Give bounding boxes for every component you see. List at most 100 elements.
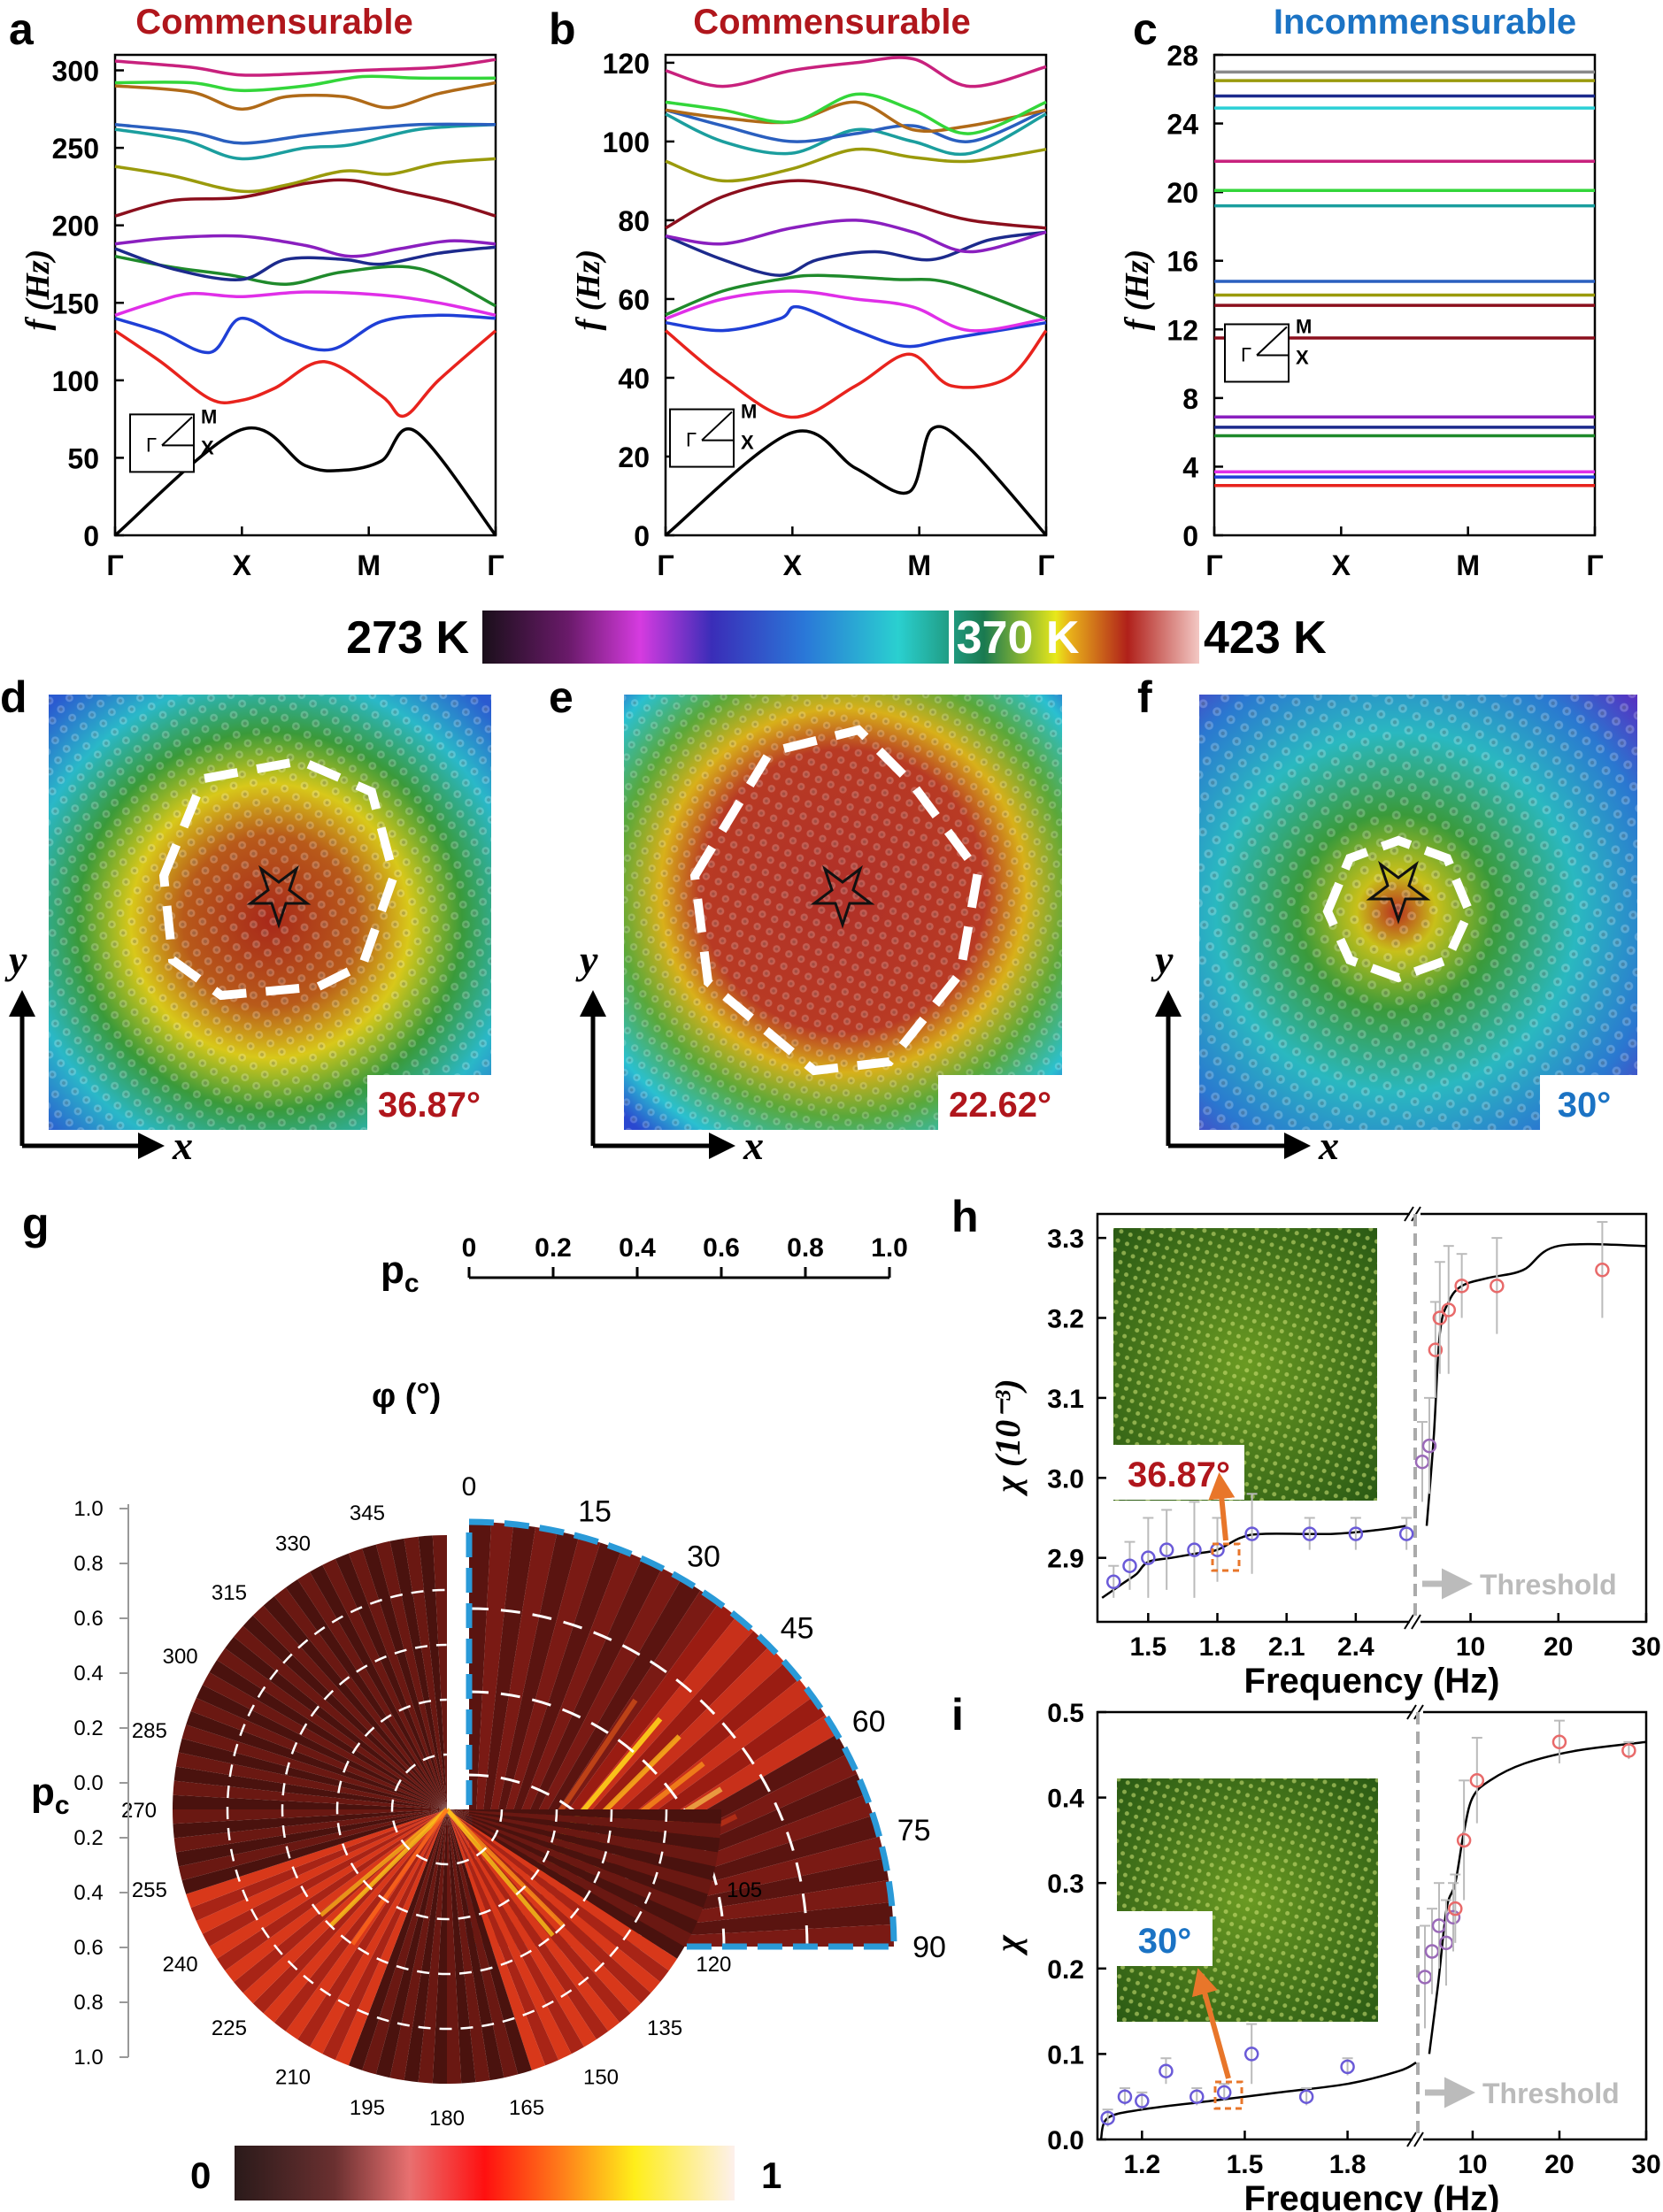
polar-wedge bbox=[310, 1809, 447, 2055]
temperature-colorbar-bar bbox=[482, 611, 1199, 664]
data-point bbox=[1445, 1909, 1461, 1925]
polar-wedge bbox=[375, 1809, 447, 2078]
polar-wedge bbox=[418, 1809, 447, 2084]
star-icon bbox=[1366, 860, 1431, 925]
top-tick-label: 0 bbox=[462, 1233, 477, 1263]
band-curve-b3 bbox=[665, 304, 1047, 349]
outer-angle-label: 180 bbox=[429, 2107, 465, 2131]
y-tick-label: 200 bbox=[52, 211, 99, 242]
y-axis-label: f (Hz) bbox=[19, 250, 57, 331]
polar-wedge bbox=[225, 1636, 447, 1809]
outer-angle-label: 240 bbox=[163, 1953, 198, 1977]
polar-wedge bbox=[389, 1809, 447, 2081]
data-point bbox=[1159, 2063, 1174, 2078]
polar-wedge bbox=[447, 1809, 559, 2066]
polar-wedge bbox=[389, 1538, 447, 1809]
data-point bbox=[1243, 2047, 1259, 2062]
data-point bbox=[1298, 2089, 1314, 2104]
inset-label: Γ bbox=[146, 434, 157, 456]
panel-letter-g: g bbox=[22, 1199, 50, 1248]
polar-wedge bbox=[447, 1809, 716, 1881]
data-point bbox=[1135, 2093, 1150, 2108]
x-tick-label: Γ bbox=[1586, 549, 1603, 581]
dashed-region-d bbox=[158, 756, 399, 1001]
data-point bbox=[1216, 2085, 1232, 2101]
x-axis-label: Frequency (Hz) bbox=[1244, 1662, 1500, 1701]
polar-wedge bbox=[447, 1809, 712, 1894]
polar-wedge bbox=[447, 1809, 546, 2070]
outer-angle-label: 270 bbox=[121, 1799, 157, 1823]
y-tick-label: 150 bbox=[52, 288, 99, 319]
polar-wedge bbox=[173, 1809, 447, 1839]
band-curve-b9 bbox=[665, 147, 1047, 183]
left-axis-ticks: 1.0 0.8 0.6 0.4 0.2 0.0 0.2 0.4 0.6 0.8 1.0 bbox=[73, 1497, 128, 2070]
x-tick-label: 1.2 bbox=[1123, 2150, 1160, 2179]
polar-wedge bbox=[447, 1809, 519, 2078]
outer-angle-label: 210 bbox=[275, 2065, 311, 2089]
inset-label: X bbox=[1296, 346, 1309, 368]
y-tick-label: 0.4 bbox=[1047, 1785, 1084, 1814]
data-point bbox=[1428, 1342, 1444, 1357]
brillouin-zone-inset: M Γ X bbox=[129, 405, 217, 473]
left-tick-label: 0.4 bbox=[73, 1662, 103, 1686]
quadrant-angle-label: 30 bbox=[687, 1540, 720, 1573]
band-curve-b7 bbox=[665, 219, 1047, 254]
x-tick-label: 10 bbox=[1458, 2150, 1487, 2179]
star-icon bbox=[810, 864, 875, 929]
outer-angle-label: 135 bbox=[647, 2016, 682, 2040]
x-tick-label: 1.8 bbox=[1199, 1632, 1236, 1662]
quadrant-angle-label: 15 bbox=[578, 1494, 612, 1528]
inset-label: M bbox=[1296, 315, 1312, 337]
x-tick-label: 30 bbox=[1631, 1632, 1660, 1662]
band-curve-b14 bbox=[114, 58, 497, 77]
y-tick-label: 0.5 bbox=[1047, 1699, 1084, 1728]
quadrant-angle-label: 90 bbox=[912, 1931, 946, 1964]
x-tick-label: Γ bbox=[1205, 549, 1222, 581]
panel-letter-i: i bbox=[951, 1690, 964, 1740]
data-point bbox=[1117, 2089, 1133, 2104]
polar-wedge bbox=[181, 1809, 447, 1894]
polar-wedge bbox=[322, 1558, 447, 1809]
polar-wedge bbox=[175, 1752, 447, 1809]
dashed-ring bbox=[468, 1607, 809, 1947]
thermal-map-f: f 30° y x bbox=[1137, 672, 1637, 1168]
outer-angle-label: 345 bbox=[350, 1502, 385, 1525]
band-curve-b7 bbox=[114, 234, 497, 258]
polar-wedge bbox=[190, 1809, 447, 1922]
scatter-panel-i: i 0.0 0.1 0.2 0.3 0.4 0.5 1.2 1.5 1.8 10 20 30 Freque… bbox=[951, 1690, 1661, 2212]
polar-wedge bbox=[447, 1809, 685, 1959]
data-point bbox=[1302, 1526, 1317, 1541]
dashed-ring bbox=[226, 1588, 668, 2031]
y-tick-label: 0.0 bbox=[1047, 2126, 1084, 2155]
axis-y-f: y bbox=[1151, 937, 1174, 982]
data-point bbox=[1122, 1558, 1137, 1573]
polar-wedge bbox=[447, 1809, 708, 1909]
outer-angle-label: 165 bbox=[509, 2096, 544, 2120]
x-tick-label: M bbox=[1456, 549, 1480, 581]
band-curve-b3 bbox=[114, 313, 497, 355]
polar-wedge bbox=[202, 1809, 448, 1947]
outer-angle-label: 105 bbox=[727, 1878, 762, 1902]
panel-letter-f: f bbox=[1137, 672, 1152, 722]
polar-wedge bbox=[173, 1766, 447, 1809]
susceptibility-panels: h 2.9 3.0 3.1 3.2 3.3 1.5 1.8 2.1 2.4 10 20 30 Freque… bbox=[951, 1192, 1661, 2212]
data-point bbox=[1159, 1542, 1174, 1557]
data-point bbox=[1490, 1279, 1505, 1294]
y-tick-label: 3.1 bbox=[1047, 1385, 1084, 1414]
polar-wedge bbox=[335, 1553, 447, 1809]
outer-angle-label: 285 bbox=[132, 1719, 167, 1743]
polar-wedge bbox=[447, 1809, 532, 2075]
angle-label-d: 36.87° bbox=[378, 1086, 481, 1125]
band-curve-b4 bbox=[665, 289, 1047, 333]
x-tick-label: Γ bbox=[487, 549, 504, 581]
inset-label: X bbox=[201, 436, 214, 458]
polar-wedge bbox=[348, 1809, 447, 2070]
left-tick-label: 1.0 bbox=[73, 2046, 103, 2070]
x-tick-label: 2.4 bbox=[1337, 1632, 1374, 1662]
inset-box bbox=[669, 408, 735, 468]
y-tick-label: 3.2 bbox=[1047, 1305, 1084, 1334]
data-point bbox=[1421, 1438, 1437, 1454]
heat-colorbar-max: 1 bbox=[761, 2154, 781, 2196]
